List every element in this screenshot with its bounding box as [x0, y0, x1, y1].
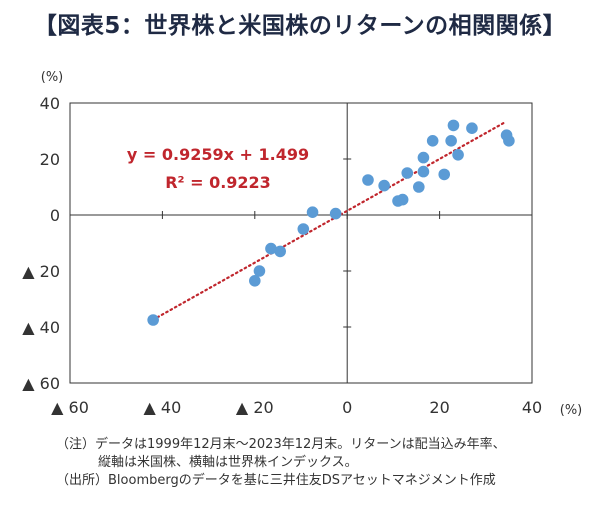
data-point	[329, 207, 342, 220]
y-tick-label: 0	[50, 206, 60, 225]
trendline	[152, 121, 506, 321]
data-point	[417, 165, 430, 178]
y-unit-label: (%)	[41, 70, 64, 85]
source-line: （出所）Bloombergのデータを基に三井住友DSアセットマネジメント作成	[56, 473, 496, 488]
y-tick-label: ▲ 60	[22, 374, 60, 393]
trendline-layer	[152, 121, 506, 321]
y-tick-label: 20	[40, 150, 60, 169]
data-point	[378, 179, 390, 192]
data-point	[249, 275, 261, 287]
tick-labels: 40 20 0 ▲ 20 ▲ 40 ▲ 60 ▲ 60 ▲ 40 ▲ 20 0 20 40	[22, 94, 542, 417]
data-point	[466, 122, 478, 134]
regression-equation: y = 0.9259x + 1.499	[127, 145, 309, 164]
data-point	[396, 193, 409, 206]
data-point	[306, 206, 319, 218]
data-point	[253, 265, 266, 277]
data-point	[362, 174, 374, 186]
y-tick-label: ▲ 20	[22, 262, 60, 281]
x-tick-label: 0	[342, 398, 352, 417]
data-points	[147, 119, 515, 326]
note-line-1: （注）データは1999年12月末～2023年12月末。リターンは配当込み年率、	[56, 437, 506, 452]
data-point	[503, 135, 515, 147]
data-point	[401, 167, 414, 179]
x-tick-label: ▲ 60	[51, 398, 89, 417]
data-point	[426, 135, 439, 147]
data-point	[452, 149, 464, 161]
data-point	[447, 119, 460, 132]
x-tick-label: ▲ 20	[236, 398, 274, 417]
note-line-2: 縦軸は米国株、横軸は世界株インデックス。	[98, 455, 358, 470]
footnotes: （注）データは1999年12月末～2023年12月末。リターンは配当込み年率、 …	[56, 436, 506, 490]
page-title: 【図表5：世界株と米国株のリターンの相関関係】	[33, 13, 567, 39]
data-point	[274, 245, 287, 258]
chart-axes	[69, 102, 533, 384]
r-squared-label: R² = 0.9223	[165, 173, 271, 192]
data-point	[265, 242, 277, 255]
data-point	[417, 151, 430, 164]
x-unit-label: (%)	[560, 403, 583, 418]
chart-labels: (%) (%) y = 0.9259x + 1.499 R² = 0.9223	[41, 70, 583, 418]
y-tick-label: ▲ 40	[22, 318, 60, 337]
data-point	[147, 314, 159, 326]
data-point	[438, 168, 451, 181]
x-tick-label: 20	[429, 398, 449, 417]
x-tick-label: 40	[522, 398, 542, 417]
data-point	[413, 181, 425, 193]
y-tick-label: 40	[40, 94, 60, 113]
data-point	[297, 223, 310, 235]
plot-frame	[69, 102, 533, 384]
x-tick-label: ▲ 40	[144, 398, 182, 417]
data-point	[445, 135, 457, 147]
